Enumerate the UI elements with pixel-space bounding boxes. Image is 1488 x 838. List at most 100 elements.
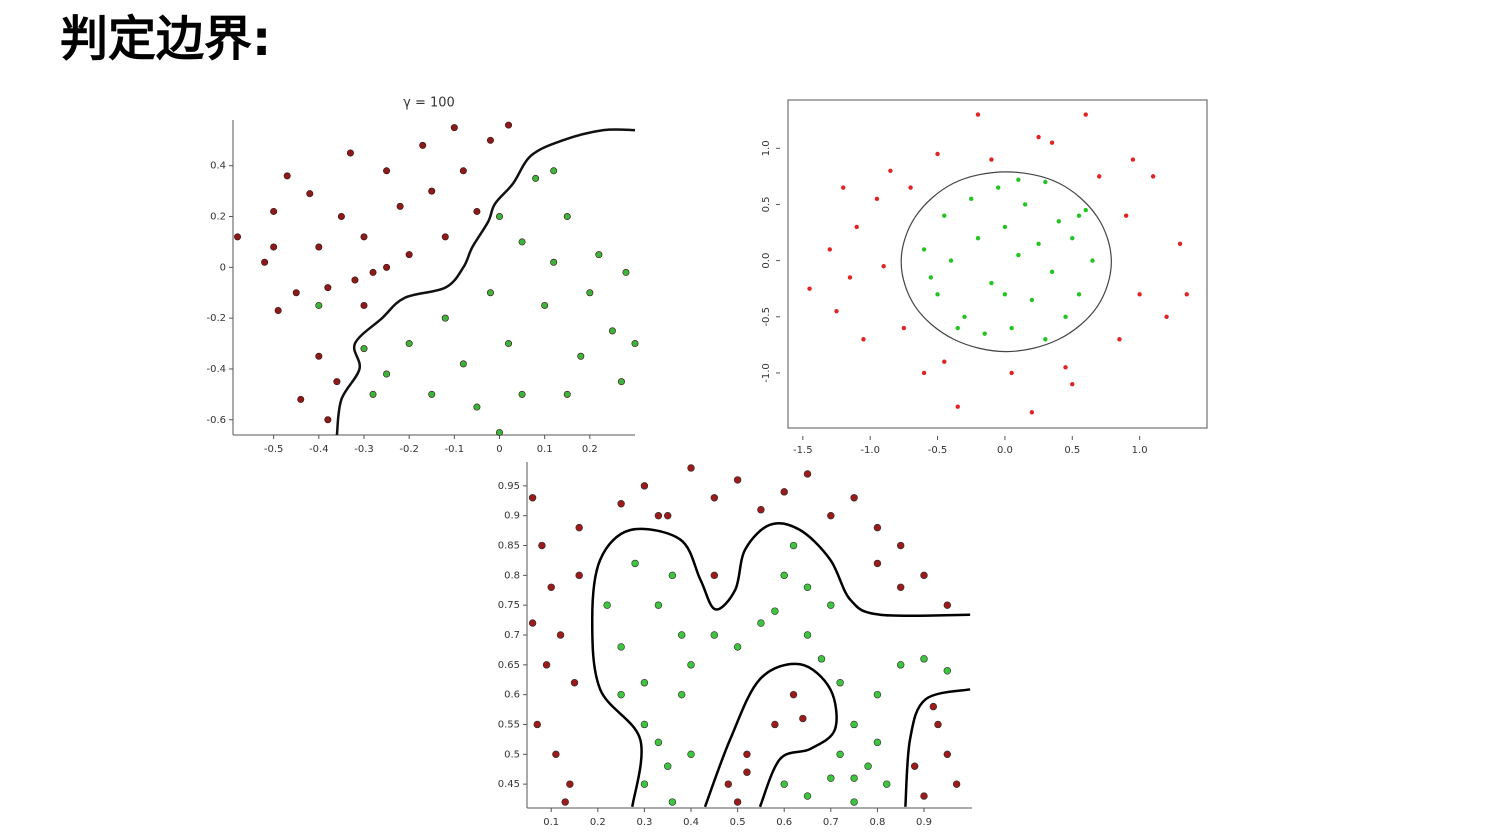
x-tick-label: -0.5 [928, 445, 948, 456]
scatter-point [920, 792, 928, 800]
scatter-point [1083, 207, 1088, 213]
scatter-point [943, 750, 952, 759]
scatter-point [943, 601, 952, 609]
x-tick-label: -0.1 [445, 444, 465, 455]
scatter-point [563, 213, 571, 221]
scatter-point [817, 655, 826, 663]
x-tick-label: 0.9 [916, 817, 932, 828]
scatter-point [528, 494, 537, 502]
x-tick-label: -1.0 [860, 445, 880, 456]
scatter-point [955, 325, 960, 331]
x-tick-label: 0.4 [683, 817, 699, 828]
scatter-point [261, 258, 269, 266]
scatter-point [850, 720, 858, 729]
scatter-point [1097, 174, 1102, 179]
scatter-point [1043, 179, 1048, 185]
x-tick-label: 0.6 [776, 817, 792, 828]
x-tick-label: 0.0 [997, 445, 1013, 456]
scatter-point [861, 337, 866, 342]
scatter-point [622, 268, 630, 276]
scatter-point [234, 233, 242, 241]
scatter-point [1076, 292, 1082, 297]
scatter-point [724, 780, 732, 788]
y-tick-label: -0.4 [206, 364, 226, 375]
decision-boundary [904, 688, 971, 807]
scatter-point [575, 523, 583, 532]
x-tick-label: 0.5 [1064, 445, 1080, 456]
scatter-point [575, 571, 583, 580]
scatter-point [495, 213, 503, 221]
scatter-point [935, 292, 940, 297]
scatter-point [419, 141, 427, 149]
scatter-point [333, 378, 341, 386]
scatter-point [324, 284, 332, 292]
scatter-point [874, 196, 880, 202]
scatter-point [617, 500, 625, 508]
scatter-point [532, 174, 540, 182]
scatter-point [1029, 410, 1035, 415]
scatter-point [854, 224, 859, 230]
scatter-point [1083, 112, 1088, 117]
scatter-point [405, 340, 413, 348]
scatter-point [369, 390, 377, 398]
scatter-point [1016, 177, 1021, 182]
scatter-point [441, 314, 449, 322]
scatter-point [1090, 258, 1095, 263]
scatter-point [473, 403, 481, 411]
scatter-point [428, 390, 436, 398]
scatter-point [346, 149, 354, 157]
scatter-point [1002, 224, 1008, 230]
scatter-point [710, 631, 719, 639]
scatter-point [586, 289, 594, 297]
scatter-point [428, 187, 436, 195]
scatter-point [450, 124, 458, 132]
scatter-point [1016, 252, 1021, 258]
scatter-point [929, 702, 938, 711]
x-tick-label: 0.5 [730, 817, 746, 828]
scatter-point [1009, 325, 1014, 331]
scatter-point [640, 780, 649, 788]
scatter-point [383, 370, 391, 378]
scatter-point [1063, 365, 1068, 370]
scatter-point [533, 720, 541, 729]
scatter-point [459, 167, 467, 175]
scatter-point [873, 523, 882, 532]
scatter-point [1123, 213, 1129, 218]
scatter-point [969, 196, 974, 202]
scatter-point [789, 541, 798, 550]
scatter-point [1130, 157, 1136, 162]
scatter-point [743, 768, 751, 776]
scatter-point [678, 690, 686, 699]
x-tick-label: 0.1 [543, 817, 559, 828]
x-tick-label: 1.0 [1132, 445, 1148, 456]
scatter-point [935, 151, 940, 157]
y-tick-label: -0.2 [206, 313, 226, 324]
y-tick-label: 0.2 [210, 212, 226, 223]
scatter-point [1049, 140, 1055, 145]
scatter-point [975, 112, 981, 117]
scatter-point [360, 301, 368, 309]
y-tick-label: 0.6 [504, 690, 520, 701]
x-tick-label: 0 [496, 444, 502, 455]
scatter-point [547, 583, 555, 591]
scatter-point [1056, 219, 1062, 224]
scatter-point [315, 301, 323, 309]
scatter-point [396, 202, 404, 210]
scatter-point [315, 352, 323, 360]
x-tick-label: 0.7 [823, 817, 839, 828]
scatter-point [943, 667, 952, 675]
scatter-point [771, 720, 779, 729]
scatter-point [897, 541, 905, 550]
scatter-point [486, 289, 494, 297]
scatter-point [654, 511, 663, 520]
scatter-point [664, 762, 672, 770]
scatter-point [687, 661, 695, 669]
scatter-point [757, 619, 765, 627]
scatter-point [405, 251, 413, 259]
scatter-point [324, 416, 332, 424]
y-tick-label: 0.0 [761, 253, 772, 269]
decision-boundary [703, 662, 838, 808]
scatter-point [369, 268, 377, 276]
scatter-point [803, 631, 812, 639]
scatter-point [570, 679, 579, 687]
